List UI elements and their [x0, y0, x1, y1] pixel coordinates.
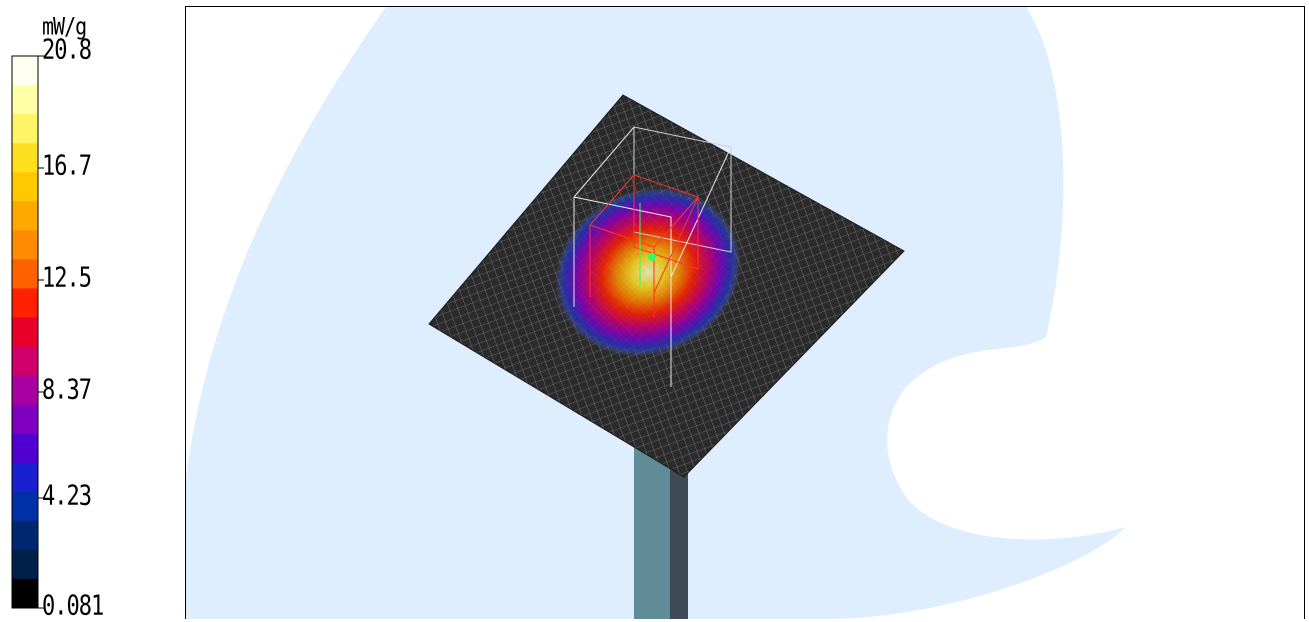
- color-scale-swatch: [12, 172, 38, 202]
- color-scale-bar: [11, 55, 44, 609]
- color-scale-swatch: [12, 549, 38, 580]
- color-scale-swatch: [12, 56, 38, 86]
- color-scale-legend: mW/g 20.8 16.7 12.5 8.37 4.23 0.081: [0, 0, 180, 622]
- color-scale-swatch: [12, 259, 38, 289]
- color-scale-swatch: [12, 491, 38, 522]
- color-scale-swatch: [12, 143, 38, 173]
- scale-label-5: 4.23: [42, 480, 92, 513]
- sar-hotspot-glow: [555, 187, 741, 357]
- color-scale-swatch: [12, 201, 38, 231]
- color-scale-swatch: [12, 346, 38, 377]
- unit-label: mW/g: [42, 11, 87, 41]
- color-scale-frame: [11, 55, 39, 609]
- scale-max-label: 20.8: [42, 34, 92, 67]
- 3d-viewport[interactable]: [185, 6, 1305, 619]
- color-scale-swatch: [12, 578, 38, 609]
- support-post-side: [670, 437, 688, 619]
- color-scale-swatch: [12, 114, 38, 144]
- color-scale-swatch: [12, 317, 38, 348]
- color-scale-swatch: [12, 375, 38, 406]
- color-scale-swatch: [12, 520, 38, 551]
- sar-scene: [186, 7, 1126, 619]
- zoom-scan-volume: [573, 126, 732, 387]
- scale-label-3: 12.5: [42, 262, 92, 295]
- color-scale-swatch: [12, 462, 38, 493]
- color-scale-swatch: [12, 230, 38, 260]
- color-scale-swatch: [12, 433, 38, 464]
- color-scale-swatch: [12, 85, 38, 115]
- scale-label-4: 8.37: [42, 374, 92, 407]
- scale-min-label: 0.081: [42, 590, 104, 622]
- color-scale-swatch: [12, 288, 38, 318]
- scale-label-2: 16.7: [42, 150, 92, 183]
- color-scale-swatch: [12, 404, 38, 435]
